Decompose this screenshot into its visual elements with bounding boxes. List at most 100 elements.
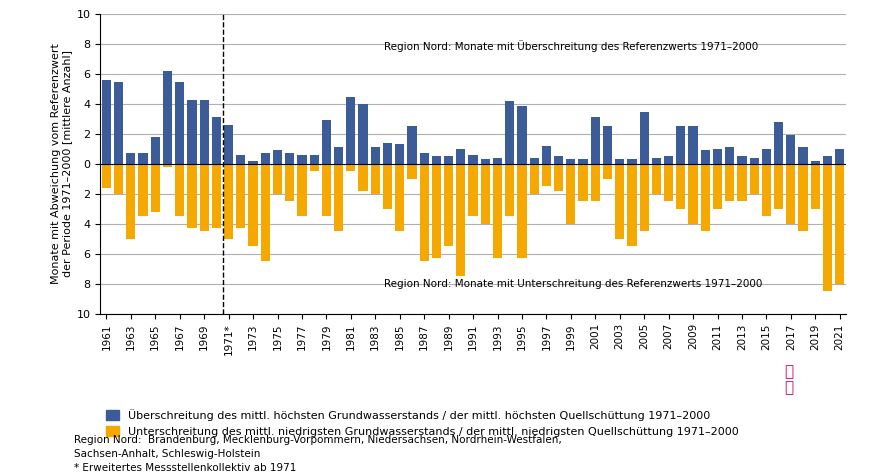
Bar — [444, 164, 453, 246]
Bar — [762, 164, 771, 216]
Bar — [358, 164, 368, 191]
Bar — [480, 160, 490, 164]
Text: Region Nord: Monate mit Überschreitung des Referenzwerts 1971–2000: Region Nord: Monate mit Überschreitung d… — [384, 40, 758, 52]
Bar — [212, 164, 221, 228]
Text: * Erweitertes Messstellenkollektiv ab 1971: * Erweitertes Messstellenkollektiv ab 19… — [74, 463, 296, 473]
Bar — [639, 164, 649, 231]
Bar — [419, 153, 429, 164]
Bar — [224, 125, 233, 164]
Bar — [468, 155, 478, 164]
Bar — [505, 101, 514, 164]
Bar — [334, 164, 344, 231]
Bar — [261, 153, 269, 164]
Bar — [175, 82, 184, 164]
Bar — [627, 164, 637, 246]
Bar — [787, 164, 795, 224]
Bar — [615, 164, 624, 238]
Bar — [139, 164, 147, 216]
Bar — [799, 147, 807, 164]
Text: Region Nord: Monate mit Unterschreitung des Referenzwerts 1971–2000: Region Nord: Monate mit Unterschreitung … — [384, 278, 762, 289]
Bar — [261, 164, 269, 261]
Bar — [322, 121, 331, 164]
Text: Region Nord:  Brandenburg, Mecklenburg-Vorpommern, Niedersachsen, Nordrhein-West: Region Nord: Brandenburg, Mecklenburg-Vo… — [74, 435, 562, 445]
Bar — [823, 156, 832, 164]
Bar — [664, 156, 673, 164]
Bar — [273, 164, 282, 194]
Text: ⮜: ⮜ — [785, 380, 794, 396]
Bar — [689, 164, 698, 224]
Bar — [249, 161, 257, 164]
Bar — [529, 164, 539, 194]
Legend: Überschreitung des mittl. höchsten Grundwasserstands / der mittl. höchsten Quell: Überschreitung des mittl. höchsten Grund… — [106, 409, 739, 437]
Bar — [811, 164, 820, 209]
Bar — [651, 164, 661, 194]
Bar — [750, 164, 759, 194]
Bar — [236, 155, 245, 164]
Bar — [444, 156, 453, 164]
Bar — [542, 146, 551, 164]
Bar — [603, 126, 612, 164]
Bar — [175, 164, 184, 216]
Bar — [114, 164, 123, 194]
Y-axis label: Monate mit Abweichung vom Referenzwert
der Periode 1971–2000 [mittlere Anzahl]: Monate mit Abweichung vom Referenzwert d… — [51, 43, 72, 285]
Bar — [456, 164, 466, 276]
Bar — [677, 164, 685, 209]
Bar — [677, 126, 685, 164]
Bar — [762, 149, 771, 164]
Bar — [383, 164, 392, 209]
Bar — [590, 164, 600, 201]
Bar — [102, 164, 111, 188]
Bar — [554, 164, 563, 191]
Bar — [407, 126, 417, 164]
Bar — [726, 164, 734, 201]
Bar — [334, 147, 344, 164]
Bar — [774, 164, 783, 209]
Bar — [542, 164, 551, 186]
Bar — [383, 143, 392, 164]
Bar — [358, 104, 368, 164]
Bar — [529, 158, 539, 164]
Bar — [627, 160, 637, 164]
Bar — [212, 117, 221, 164]
Bar — [689, 126, 698, 164]
Bar — [517, 105, 527, 164]
Bar — [517, 164, 527, 258]
Bar — [835, 149, 844, 164]
Bar — [371, 147, 380, 164]
Bar — [395, 164, 405, 231]
Bar — [799, 164, 807, 231]
Bar — [701, 164, 710, 231]
Bar — [187, 100, 196, 164]
Bar — [468, 164, 478, 216]
Bar — [346, 164, 356, 171]
Bar — [456, 149, 466, 164]
Bar — [151, 137, 160, 164]
Bar — [126, 153, 135, 164]
Text: ⮜: ⮜ — [785, 364, 794, 379]
Bar — [615, 160, 624, 164]
Bar — [419, 164, 429, 261]
Bar — [285, 164, 295, 201]
Bar — [273, 151, 282, 164]
Bar — [505, 164, 514, 216]
Bar — [603, 164, 612, 179]
Bar — [701, 151, 710, 164]
Bar — [200, 164, 208, 231]
Bar — [126, 164, 135, 238]
Bar — [726, 147, 734, 164]
Bar — [322, 164, 331, 216]
Bar — [139, 153, 147, 164]
Bar — [249, 164, 257, 246]
Bar — [346, 96, 356, 164]
Text: Sachsen-Anhalt, Schleswig-Holstein: Sachsen-Anhalt, Schleswig-Holstein — [74, 449, 261, 459]
Bar — [200, 100, 208, 164]
Bar — [750, 158, 759, 164]
Bar — [102, 80, 111, 164]
Bar — [224, 164, 233, 238]
Bar — [651, 158, 661, 164]
Bar — [578, 160, 588, 164]
Bar — [787, 135, 795, 164]
Bar — [493, 158, 502, 164]
Bar — [371, 164, 380, 194]
Bar — [566, 160, 576, 164]
